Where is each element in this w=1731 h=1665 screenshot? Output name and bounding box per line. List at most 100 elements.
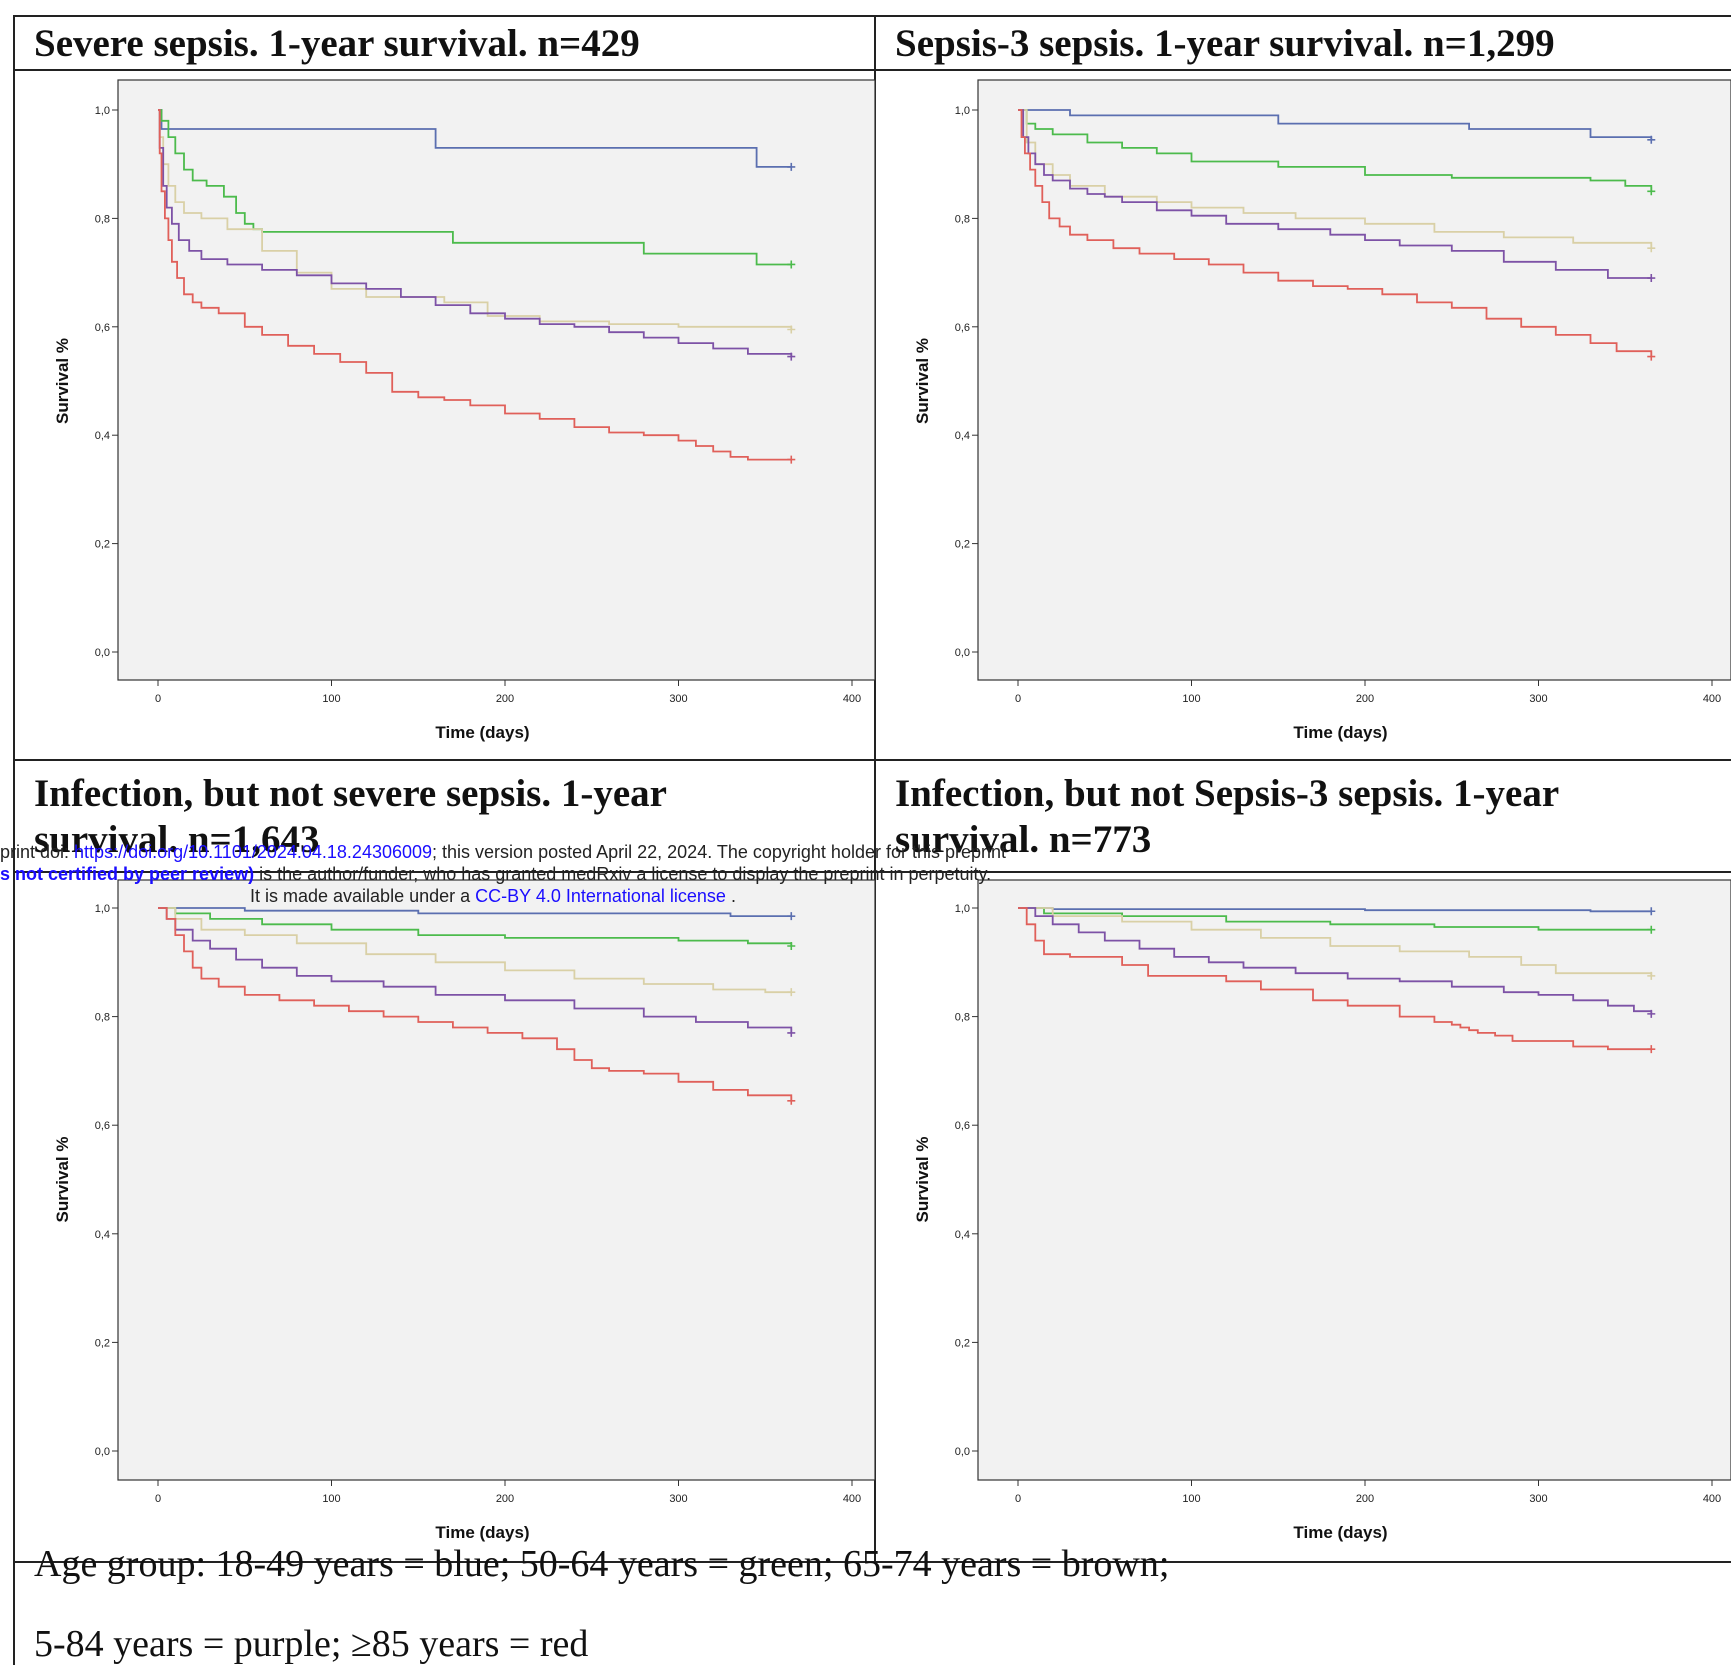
preprint-notice-line-1: print doi: https://doi.org/10.1101/2024.… [0,842,1006,863]
x-tick-label: 200 [496,693,514,705]
y-tick-label: 0,0 [95,647,110,659]
plot-area [117,79,876,681]
x-tick-label: 0 [155,1493,161,1505]
censor-mark-blue [787,912,796,921]
y-tick-label: 0,0 [955,1446,970,1458]
y-tick-label: 0,6 [95,322,110,334]
km-curve-brown [158,109,793,330]
km-curve-green [1018,109,1653,192]
x-tick-label: 100 [322,1493,340,1505]
km-curve-brown [158,907,792,994]
km-curve-blue [1018,109,1653,140]
x-tick-label: 300 [1529,693,1547,705]
censor-mark-purple [787,352,796,361]
km-curve-green [1018,907,1652,931]
censor-mark-blue [1647,135,1656,144]
x-axis-label: Time (days) [435,723,529,742]
km-curve-purple [158,109,793,357]
censor-mark-green [1647,187,1656,196]
panel-title-2: Sepsis-3 sepsis. 1-year survival. n=1,29… [895,22,1555,65]
km-curve-purple [158,907,793,1033]
x-tick-label: 100 [1182,693,1200,705]
y-tick-label: 0,0 [955,647,970,659]
km-curve-brown [1018,109,1653,249]
km-curve-red [158,907,793,1101]
preprint-posted: ; this version posted April 22, 2024. Th… [432,842,1007,862]
x-tick-label: 100 [1182,1493,1200,1505]
y-tick-label: 0,4 [955,430,970,442]
panel-title-4: Infection, but not Sepsis-3 sepsis. 1-ye… [895,772,1559,861]
y-axis-label: Survival % [53,338,72,424]
x-tick-label: 100 [322,693,340,705]
y-axis-label: Survival % [913,1137,932,1223]
km-curve-blue [158,907,792,917]
y-tick-label: 0,8 [955,1012,970,1024]
km-curve-purple [1018,109,1652,279]
x-axis-label: Time (days) [1293,723,1387,742]
x-tick-label: 200 [1356,693,1374,705]
km-curve-red [158,109,792,461]
y-tick-label: 1,0 [955,105,970,117]
license-link[interactable]: CC-BY 4.0 International license [475,886,726,906]
y-tick-label: 0,2 [95,539,110,551]
y-axis-label: Survival % [913,338,932,424]
censor-mark-purple [1647,274,1656,283]
censor-mark-purple [1647,1009,1656,1018]
plot-area [977,879,1731,1481]
km-curve-brown [1018,907,1653,976]
km-chart-infection-not-sepsis-3: 0,0 0,2 0,4 0,6 0,8 1,0 0 100 200 300 400 Time (day… [913,879,1731,1542]
censor-mark-brown [787,988,796,997]
km-curve-red [1018,907,1652,1051]
km-chart-sepsis-3: 0,0 0,2 0,4 0,6 0,8 1,0 0 100 200 300 400 Time (day… [913,79,1731,742]
x-tick-label: 400 [843,1493,861,1505]
censor-mark-blue [787,162,796,171]
censor-mark-blue [1647,907,1656,916]
y-tick-label: 0,6 [955,1120,970,1132]
x-tick-label: 200 [1356,1493,1374,1505]
doi-link[interactable]: https://doi.org/10.1101/2024.04.18.24306… [74,842,433,862]
y-tick-label: 0,2 [95,1337,110,1349]
preprint-prefix: print doi: [0,842,75,862]
censor-mark-red [1647,1045,1656,1054]
km-curve-green [158,109,792,266]
x-tick-label: 300 [1529,1493,1547,1505]
y-tick-label: 0,0 [95,1446,110,1458]
x-tick-label: 0 [1015,1493,1021,1505]
y-tick-label: 0,8 [95,213,110,225]
license-prefix: It is made available under a [250,886,476,906]
censor-mark-red [787,1096,796,1105]
censor-mark-brown [787,325,796,334]
censor-mark-red [787,455,796,464]
x-tick-label: 0 [1015,693,1021,705]
km-chart-infection-not-severe: 0,0 0,2 0,4 0,6 0,8 1,0 0 100 200 300 400 Time (day… [53,879,876,1542]
x-tick-label: 400 [843,693,861,705]
preprint-notice-line-2: s not certified by peer review) is the a… [0,864,991,885]
caption-line-2: 5-84 years = purple; ≥85 years = red [34,1623,588,1665]
y-tick-label: 0,4 [955,1229,970,1241]
x-axis-label: Time (days) [435,1523,529,1542]
censor-mark-green [787,942,796,951]
km-curve-purple [1018,907,1653,1014]
figure-frame [13,15,1731,1665]
license-suffix: . [725,886,736,906]
panel-title-3: Infection, but not severe sepsis. 1-year… [34,772,667,861]
km-curve-green [158,907,793,946]
plot-area [977,79,1731,681]
x-tick-label: 200 [496,1493,514,1505]
y-tick-label: 0,8 [955,213,970,225]
censor-mark-brown [1647,244,1656,253]
preprint-notice-line-3: It is made available under a CC-BY 4.0 I… [250,886,736,907]
plot-area [117,879,876,1481]
x-tick-label: 400 [1703,1493,1721,1505]
y-tick-label: 0,4 [95,430,110,442]
caption-line-1: Age group: 18-49 years = blue; 50-64 yea… [34,1543,1169,1585]
censor-mark-green [787,260,796,269]
y-tick-label: 0,2 [955,1337,970,1349]
y-tick-label: 1,0 [95,903,110,915]
y-tick-label: 1,0 [95,105,110,117]
y-tick-label: 0,6 [955,322,970,334]
license-notice: is the author/funder, who has granted me… [254,864,992,884]
y-axis-label: Survival % [53,1137,72,1223]
censor-mark-purple [787,1028,796,1037]
x-tick-label: 0 [155,693,161,705]
